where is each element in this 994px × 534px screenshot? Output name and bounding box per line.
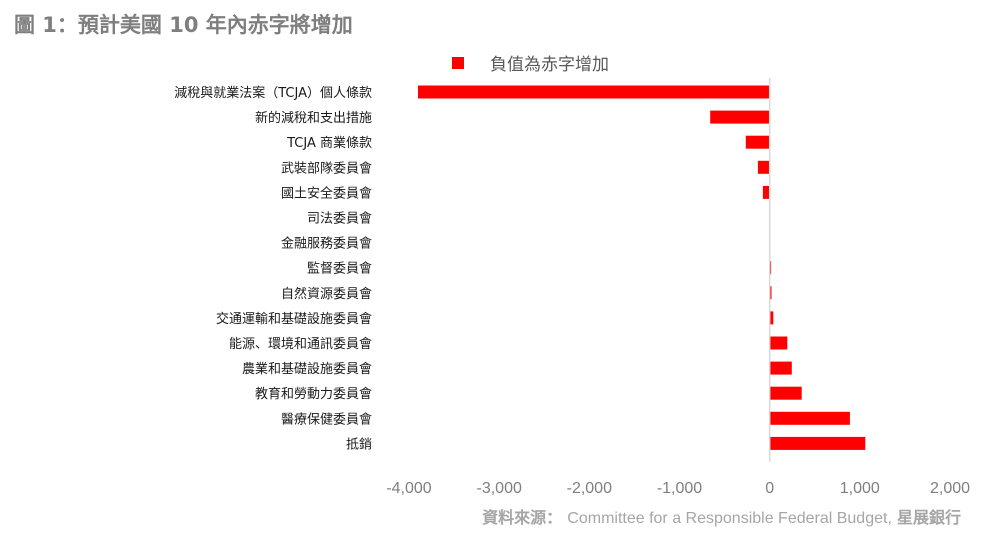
category-label: 減稅與就業法案（TCJA）個人條款 xyxy=(174,85,372,101)
figure-title: 圖 1：預計美國 10 年內赤字將增加 xyxy=(14,13,353,37)
x-tick-label: -3,000 xyxy=(477,480,522,497)
category-label: 司法委員會 xyxy=(307,212,372,227)
category-label: 新的減稅和支出措施 xyxy=(255,110,372,126)
x-tick-label: -2,000 xyxy=(567,480,612,497)
bar xyxy=(769,311,774,325)
bar xyxy=(769,361,792,375)
bar xyxy=(769,336,788,350)
source-org: Committee for a Responsible Federal Budg… xyxy=(567,510,892,527)
x-tick-label: 2,000 xyxy=(930,480,970,497)
source-bank: 星展銀行 xyxy=(896,508,961,527)
category-label: 監督委員會 xyxy=(307,261,372,277)
bar xyxy=(745,135,770,149)
source-label: 資料來源： xyxy=(482,508,563,527)
legend-swatch xyxy=(452,56,464,69)
bar xyxy=(757,160,770,174)
bar xyxy=(769,286,772,300)
legend-label: 負值為赤字增加 xyxy=(490,55,609,75)
category-label: 教育和勞動力委員會 xyxy=(255,386,372,402)
legend: 負值為赤字增加 xyxy=(452,50,609,75)
bar xyxy=(769,386,802,400)
x-tick-label: -4,000 xyxy=(386,480,431,497)
category-label: 醫療保健委員會 xyxy=(281,412,372,427)
bar xyxy=(418,85,770,99)
x-tick-label: 1,000 xyxy=(840,480,880,497)
source-note: 資料來源： Committee for a Responsible Federa… xyxy=(482,504,961,528)
x-tick-label: -1,000 xyxy=(657,480,702,497)
category-label: 金融服務委員會 xyxy=(281,236,372,252)
category-label: 國土安全委員會 xyxy=(281,185,372,201)
category-label: 抵銷 xyxy=(346,436,372,452)
category-label: 能源、環境和通訊委員會 xyxy=(229,337,372,352)
x-tick-label: 0 xyxy=(765,480,774,497)
bar xyxy=(769,411,850,425)
category-label: 農業和基礎設施委員會 xyxy=(242,361,372,377)
bar xyxy=(769,436,866,450)
category-label: 武裝部隊委員會 xyxy=(281,160,372,176)
category-label: 交通運輸和基礎設施委員會 xyxy=(216,311,372,327)
bar xyxy=(710,110,770,124)
bar xyxy=(762,185,770,199)
category-label: TCJA 商業條款 xyxy=(286,135,372,151)
category-label: 自然資源委員會 xyxy=(281,286,372,302)
